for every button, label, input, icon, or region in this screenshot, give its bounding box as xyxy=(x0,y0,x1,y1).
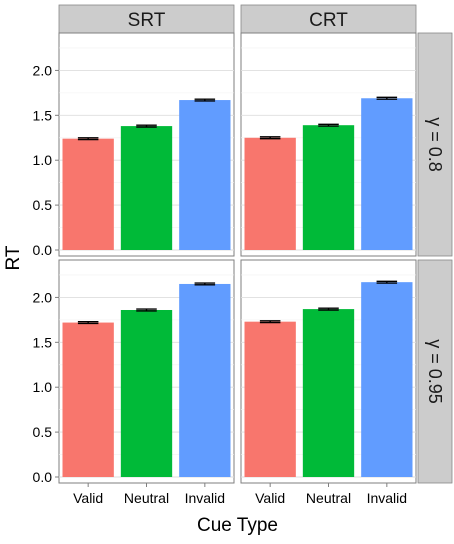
bar-valid xyxy=(62,322,114,477)
facet-strip-row-label-2: γ = 0.95 xyxy=(425,339,445,404)
y-tick-label: 0.5 xyxy=(33,197,53,213)
bar-valid xyxy=(62,138,114,250)
x-axis-title: Cue Type xyxy=(197,515,278,536)
x-tick-label-neutral: Neutral xyxy=(124,490,169,506)
bar-valid xyxy=(244,137,296,250)
y-tick-label: 0.0 xyxy=(33,242,53,258)
bar-neutral xyxy=(302,309,355,477)
y-tick-label: 0.0 xyxy=(33,469,53,485)
bar-invalid xyxy=(179,100,231,250)
facet-strip-row-2 xyxy=(417,259,453,484)
y-tick-label: 2.0 xyxy=(33,289,53,305)
y-tick-label: 1.5 xyxy=(33,107,53,123)
y-tick-label: 1.0 xyxy=(33,379,53,395)
x-tick-label-valid: Valid xyxy=(73,490,103,506)
bar-neutral xyxy=(120,309,173,477)
x-tick-label-invalid: Invalid xyxy=(185,490,225,506)
facet-strip-label-crt: CRT xyxy=(309,10,348,31)
x-tick-label-invalid: Invalid xyxy=(367,490,407,506)
panel-crt-row-1 xyxy=(240,32,417,257)
bar-valid xyxy=(244,321,296,477)
x-tick-label-neutral: Neutral xyxy=(306,490,351,506)
y-tick-label: 1.0 xyxy=(33,152,53,168)
facet-strip-row-1 xyxy=(417,32,453,257)
panel-srt-row-1 xyxy=(58,32,235,257)
bar-invalid xyxy=(179,283,231,477)
bar-neutral xyxy=(120,126,173,250)
facet-strip-row-label-1: γ = 0.8 xyxy=(425,117,445,172)
y-axis-title: RT xyxy=(3,245,24,270)
panel-crt-row-2 xyxy=(240,259,417,484)
facet-strip-srt xyxy=(58,4,235,34)
y-tick-label: 1.5 xyxy=(33,334,53,350)
facet-strip-label-srt: SRT xyxy=(128,10,166,31)
bar-invalid xyxy=(361,282,413,477)
panel-srt-row-2 xyxy=(58,259,235,484)
y-tick-label: 0.5 xyxy=(33,424,53,440)
bar-invalid xyxy=(361,98,413,250)
facet-strip-crt xyxy=(240,4,417,34)
y-tick-label: 2.0 xyxy=(33,62,53,78)
bar-neutral xyxy=(302,125,355,250)
x-tick-label-valid: Valid xyxy=(255,490,285,506)
